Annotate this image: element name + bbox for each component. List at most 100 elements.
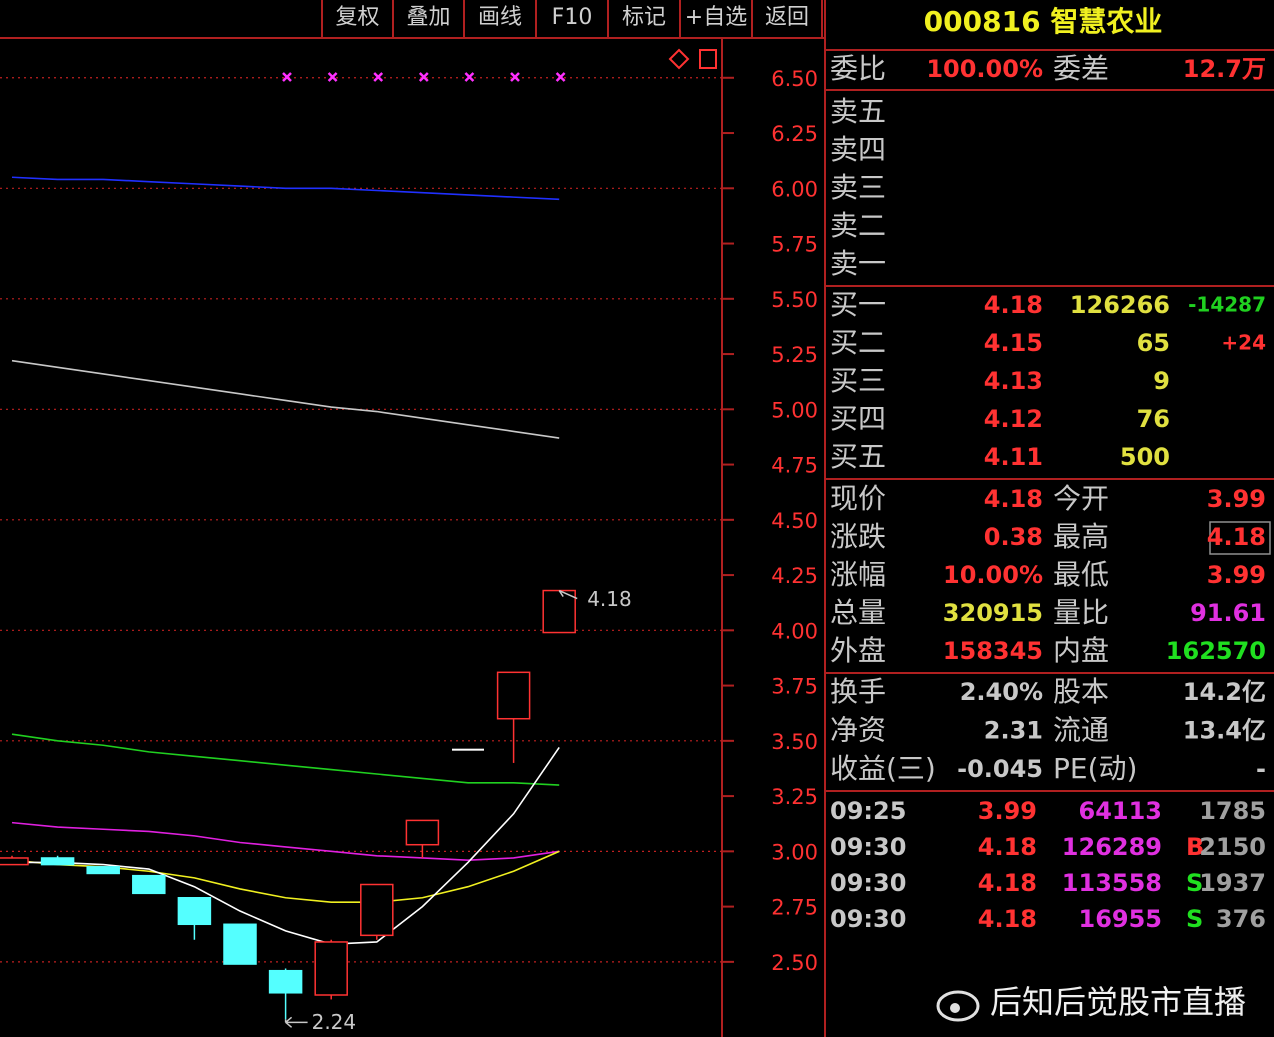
highlight-box [1209, 521, 1271, 555]
fundamentals-cell: 股本 [1053, 675, 1109, 708]
candle-body [86, 866, 120, 875]
order_ratio-cell: 12.7万 [1183, 55, 1266, 83]
quote-cell: 内盘 [1053, 634, 1109, 667]
fundamentals-cell: 2.40% [960, 678, 1043, 706]
signal-marker [373, 72, 384, 82]
quote-cell: 320915 [943, 599, 1043, 627]
fundamentals-cell: 2.31 [984, 717, 1043, 745]
fundamentals-cell: 14.2亿 [1183, 678, 1266, 706]
quote-cell: 4.18 [984, 485, 1043, 513]
ticks-cell: 1937 [1199, 869, 1266, 897]
quote-cell: 10.00% [943, 561, 1043, 589]
ticks-cell: S [1186, 869, 1203, 897]
stock-title: 000816 智慧农业 [924, 5, 1163, 38]
toolbar-button[interactable]: 画线 [478, 5, 522, 30]
quote-cell: 今开 [1053, 482, 1109, 515]
fundamentals-cell: 13.4亿 [1183, 717, 1266, 745]
candle-body [405, 819, 440, 846]
quote-cell: 0.38 [984, 523, 1043, 551]
toolbar-button[interactable]: 叠加 [406, 5, 450, 30]
quote-cell: 涨跌 [830, 520, 886, 553]
candle-body [452, 748, 484, 751]
buy-cell: 买三 [830, 364, 886, 397]
fundamentals-cell: 流通 [1053, 714, 1109, 747]
y-tick-label: 3.75 [771, 675, 818, 699]
toolbar-button[interactable]: +自选 [685, 5, 747, 30]
y-tick-label: 6.00 [771, 177, 818, 201]
quote-cell: 量比 [1053, 596, 1109, 629]
toolbar-button[interactable]: 复权 [335, 5, 379, 30]
y-tick-label: 4.00 [771, 619, 818, 643]
candle-body [360, 883, 394, 937]
annotation-label: 4.18 [587, 587, 632, 611]
fundamentals-cell: PE(动) [1053, 752, 1137, 785]
ticks-cell: S [1186, 905, 1203, 933]
buy-cell: 买一 [830, 288, 886, 321]
y-tick-label: 4.25 [771, 564, 818, 588]
toolbar-button[interactable]: F10 [552, 5, 593, 30]
ticks-cell: 4.18 [978, 869, 1037, 897]
ma-line [11, 821, 560, 861]
quote-cell: 现价 [830, 482, 886, 515]
buy-cell: 买二 [830, 326, 886, 359]
sell-cell: 卖一 [830, 247, 886, 280]
ma-line [11, 733, 560, 786]
y-tick-label: 4.75 [771, 454, 818, 478]
quote-cell: 3.99 [1207, 561, 1266, 589]
panel-icon[interactable] [699, 49, 717, 69]
sell-cell: 卖三 [830, 171, 886, 204]
signal-marker [282, 72, 292, 82]
quote-cell: 总量 [830, 596, 886, 629]
signal-marker [510, 72, 520, 82]
watermark: 后知后觉股市直播 [990, 983, 1246, 1021]
ticks-cell: 09:30 [830, 905, 906, 933]
annotation-label: 2.24 [312, 1010, 357, 1034]
quote-cell: 162570 [1166, 637, 1266, 665]
fundamentals-cell: 收益(三) [830, 752, 936, 785]
order_ratio-cell: 100.00% [926, 55, 1043, 83]
candle-body [132, 874, 166, 895]
sell-cell: 卖四 [830, 133, 886, 166]
y-tick-label: 2.50 [771, 951, 818, 975]
candle-body [314, 941, 348, 996]
buy-cell: -14287 [1188, 293, 1266, 317]
buy-cell: 4.12 [984, 405, 1043, 433]
diamond-icon[interactable] [668, 48, 690, 70]
quote-cell: 158345 [943, 637, 1043, 665]
signal-marker [555, 72, 566, 82]
ticks-cell: 64113 [1079, 797, 1163, 825]
annotation-arrow [284, 1016, 308, 1028]
watermark-icon [936, 990, 980, 1022]
candle-body [496, 671, 531, 720]
buy-cell: 4.13 [984, 367, 1043, 395]
toolbar-button[interactable]: 标记 [622, 5, 666, 30]
toolbar-button[interactable]: 返回 [765, 5, 809, 30]
fundamentals-cell: - [1256, 755, 1266, 783]
fundamentals-cell: 换手 [830, 675, 886, 708]
ticks-cell: 09:30 [830, 869, 906, 897]
ticks-cell: 126289 [1062, 833, 1162, 861]
quote-cell: 涨幅 [830, 558, 886, 591]
buy-cell: 500 [1120, 443, 1170, 471]
y-tick-label: 5.75 [771, 233, 818, 257]
y-tick-label: 3.25 [771, 785, 818, 809]
quote-cell: 91.61 [1190, 599, 1266, 627]
y-tick-label: 3.50 [771, 730, 818, 754]
y-tick-label: 5.25 [771, 343, 818, 367]
y-tick-label: 2.75 [771, 896, 818, 920]
y-tick-label: 5.00 [771, 398, 818, 422]
candle-body [0, 857, 29, 866]
candle-body [177, 897, 212, 926]
sell-cell: 卖五 [830, 95, 886, 128]
signal-marker [464, 72, 475, 82]
ticks-cell: 4.18 [978, 833, 1037, 861]
buy-cell: 买五 [830, 440, 886, 473]
y-tick-label: 4.50 [771, 509, 818, 533]
quote-cell: 外盘 [830, 634, 886, 667]
y-tick-label: 6.25 [771, 122, 818, 146]
ticks-cell: 113558 [1062, 869, 1162, 897]
quote-cell: 4.18 [1207, 523, 1266, 551]
ticks-cell: 1785 [1199, 797, 1266, 825]
y-tick-label: 6.50 [771, 67, 818, 91]
